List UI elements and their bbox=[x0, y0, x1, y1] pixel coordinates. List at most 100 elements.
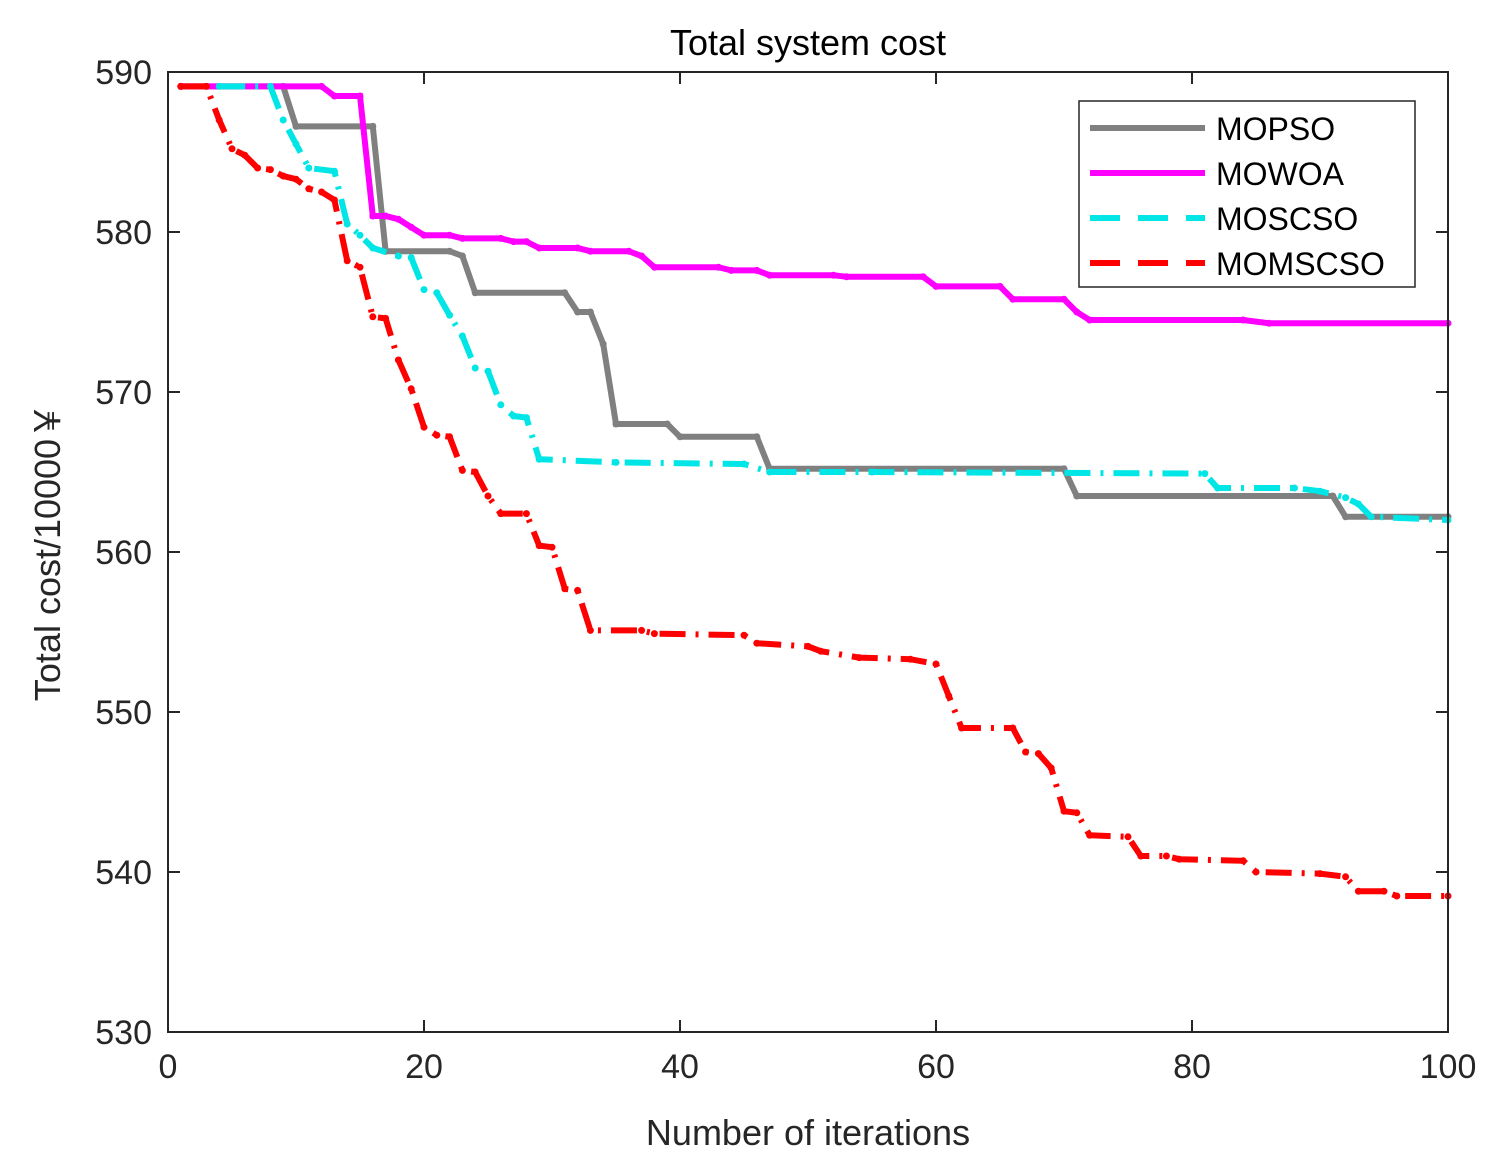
data-point bbox=[919, 273, 927, 281]
data-point bbox=[266, 166, 274, 174]
data-point bbox=[650, 630, 658, 638]
y-tick-label: 570 bbox=[95, 374, 152, 412]
data-point bbox=[574, 586, 582, 594]
data-point bbox=[1329, 492, 1337, 500]
y-tick-label: 590 bbox=[95, 54, 152, 92]
data-point bbox=[1060, 295, 1068, 303]
data-point bbox=[382, 314, 390, 322]
data-point bbox=[458, 332, 466, 340]
y-tick-label: 560 bbox=[95, 534, 152, 572]
data-point bbox=[433, 431, 441, 439]
data-point bbox=[407, 223, 415, 231]
legend-box bbox=[1078, 100, 1416, 288]
data-point bbox=[343, 220, 351, 228]
data-point bbox=[1239, 316, 1247, 324]
data-point bbox=[1342, 494, 1350, 502]
data-point bbox=[446, 433, 454, 441]
x-tick-label: 20 bbox=[405, 1048, 443, 1086]
data-point bbox=[471, 364, 479, 372]
data-point bbox=[561, 585, 569, 593]
legend-label: MOSCSO bbox=[1216, 201, 1358, 237]
data-point bbox=[1034, 750, 1042, 758]
data-point bbox=[382, 212, 390, 220]
data-point bbox=[215, 82, 223, 90]
data-point bbox=[1073, 308, 1081, 316]
data-point bbox=[305, 164, 313, 172]
data-point bbox=[471, 468, 479, 476]
x-axis-label: Number of iterations bbox=[646, 1112, 970, 1153]
data-point bbox=[1175, 855, 1183, 863]
data-point bbox=[714, 263, 722, 271]
data-point bbox=[842, 273, 850, 281]
data-point bbox=[343, 257, 351, 265]
data-point bbox=[612, 420, 620, 428]
data-point bbox=[766, 468, 774, 476]
data-point bbox=[497, 234, 505, 242]
data-point bbox=[1137, 852, 1145, 860]
data-point bbox=[458, 466, 466, 474]
data-point bbox=[1086, 831, 1094, 839]
data-point bbox=[1022, 748, 1030, 756]
data-point bbox=[394, 356, 402, 364]
data-point bbox=[292, 175, 300, 183]
data-point bbox=[1342, 513, 1350, 521]
data-point bbox=[650, 263, 658, 271]
data-point bbox=[817, 647, 825, 655]
data-point bbox=[471, 289, 479, 297]
data-point bbox=[394, 215, 402, 223]
data-point bbox=[254, 164, 262, 172]
data-point bbox=[446, 311, 454, 319]
data-point bbox=[202, 82, 210, 90]
data-point bbox=[407, 254, 415, 262]
data-point bbox=[1060, 807, 1068, 815]
data-point bbox=[484, 367, 492, 375]
data-point bbox=[1162, 852, 1170, 860]
data-point bbox=[612, 458, 620, 466]
x-tick-label: 40 bbox=[661, 1048, 699, 1086]
data-point bbox=[535, 455, 543, 463]
data-point bbox=[1047, 764, 1055, 772]
data-point bbox=[1201, 470, 1209, 478]
data-point bbox=[394, 252, 402, 260]
data-point bbox=[497, 510, 505, 518]
data-point bbox=[510, 412, 518, 420]
data-point bbox=[510, 238, 518, 246]
data-point bbox=[740, 631, 748, 639]
data-point bbox=[228, 145, 236, 153]
data-point bbox=[855, 654, 863, 662]
data-point bbox=[420, 286, 428, 294]
data-point bbox=[356, 92, 364, 100]
data-point bbox=[369, 212, 377, 220]
data-point bbox=[574, 244, 582, 252]
data-point bbox=[356, 231, 364, 239]
series-line-mopso bbox=[180, 83, 1448, 520]
series-markers-moscso bbox=[215, 82, 1452, 524]
data-point bbox=[586, 308, 594, 316]
data-point bbox=[1316, 487, 1324, 495]
data-point bbox=[1086, 316, 1094, 324]
data-point bbox=[868, 468, 876, 476]
data-point bbox=[932, 660, 940, 668]
data-point bbox=[330, 167, 338, 175]
y-axis-label: Total cost/10000￥ bbox=[27, 403, 68, 701]
data-point bbox=[548, 543, 556, 551]
data-point bbox=[446, 231, 454, 239]
x-axis: 0 20 40 60 80 100 bbox=[159, 72, 1476, 1086]
legend: MOPSO MOWOA MOSCSO MOMSCSO bbox=[1078, 100, 1416, 288]
chart-title: Total system cost bbox=[670, 22, 946, 63]
data-point bbox=[433, 289, 441, 297]
y-axis: 530 540 550 560 570 580 590 bbox=[95, 54, 1448, 1052]
data-point bbox=[830, 271, 838, 279]
data-point bbox=[330, 92, 338, 100]
data-point bbox=[1393, 892, 1401, 900]
data-point bbox=[522, 238, 530, 246]
data-point bbox=[330, 196, 338, 204]
data-point bbox=[1342, 873, 1350, 881]
data-point bbox=[318, 188, 326, 196]
data-point bbox=[356, 263, 364, 271]
data-point bbox=[625, 247, 633, 255]
data-point bbox=[535, 542, 543, 550]
x-tick-label: 0 bbox=[159, 1048, 178, 1086]
data-point bbox=[740, 460, 748, 468]
